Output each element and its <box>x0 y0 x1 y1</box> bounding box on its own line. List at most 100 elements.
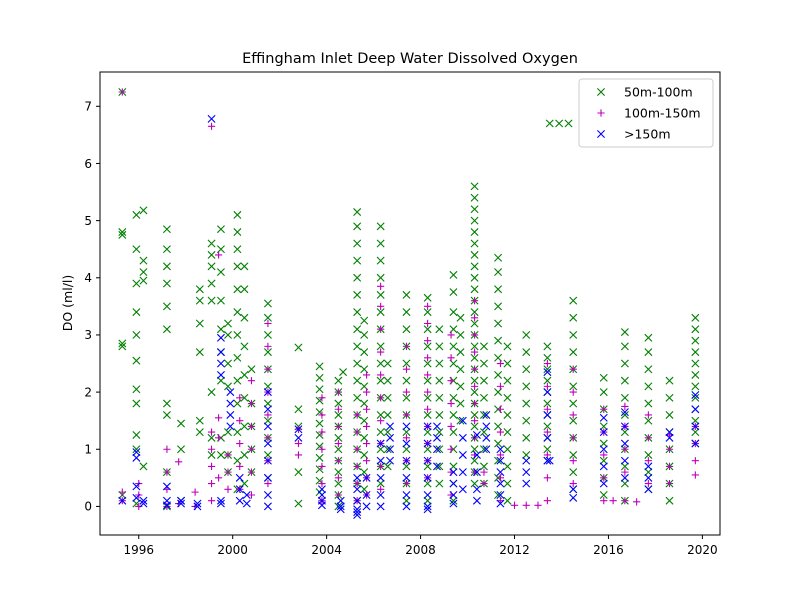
data-point-100m-150m <box>247 377 256 385</box>
data-point-50m-100m <box>353 256 362 265</box>
data-point-100m-150m <box>236 417 244 425</box>
data-point-50m-100m <box>494 302 503 311</box>
data-point-gt150m <box>522 468 531 477</box>
data-point-gt150m <box>362 473 371 482</box>
data-point-50m-100m <box>569 348 578 357</box>
y-tick-label: 0 <box>84 500 92 514</box>
data-point-gt150m <box>496 468 505 477</box>
data-point-100m-150m <box>362 405 371 413</box>
data-point-100m-150m <box>377 485 385 493</box>
data-point-50m-100m <box>216 376 225 385</box>
data-point-50m-100m <box>503 393 512 402</box>
data-point-100m-150m <box>600 451 608 459</box>
data-point-gt150m <box>496 456 505 465</box>
data-point-gt150m <box>177 496 186 505</box>
data-point-50m-100m <box>240 370 249 379</box>
data-point-50m-100m <box>503 496 512 505</box>
data-point-50m-100m <box>599 373 608 382</box>
data-point-gt150m <box>226 399 235 408</box>
data-point-100m-150m <box>362 422 371 430</box>
data-point-50m-100m <box>456 348 465 357</box>
data-point-100m-150m <box>470 348 479 356</box>
data-point-50m-100m <box>470 216 479 225</box>
data-point-50m-100m <box>162 225 171 234</box>
data-point-100m-150m <box>334 405 342 413</box>
data-point-50m-100m <box>383 393 392 402</box>
data-point-50m-100m <box>620 428 629 437</box>
data-point-50m-100m <box>456 399 465 408</box>
data-point-100m-150m <box>377 325 385 333</box>
data-point-100m-150m <box>424 354 432 362</box>
data-point-50m-100m <box>263 299 272 308</box>
legend-label: 50m-100m <box>624 85 693 100</box>
y-tick-label: 5 <box>84 214 92 228</box>
legend-box <box>578 78 714 148</box>
data-point-100m-150m <box>543 497 551 505</box>
data-point-gt150m <box>336 496 345 505</box>
data-point-gt150m <box>235 485 244 494</box>
data-point-50m-100m <box>315 419 324 428</box>
data-point-50m-100m <box>353 208 362 217</box>
data-point-100m-150m <box>377 417 385 425</box>
data-point-100m-150m <box>447 354 455 362</box>
data-point-100m-150m <box>496 405 505 413</box>
data-point-50m-100m <box>216 225 225 234</box>
data-point-50m-100m <box>402 290 411 299</box>
data-point-50m-100m <box>470 262 479 271</box>
data-point-50m-100m <box>376 359 385 368</box>
data-point-100m-150m <box>569 434 577 442</box>
data-point-50m-100m <box>233 330 242 339</box>
data-point-50m-100m <box>644 382 653 391</box>
data-point-gt150m <box>522 456 531 465</box>
data-point-100m-150m <box>207 497 216 505</box>
data-point-100m-150m <box>543 405 551 413</box>
data-point-50m-100m <box>545 119 554 128</box>
data-point-gt150m <box>543 368 552 377</box>
data-point-50m-100m <box>691 393 700 402</box>
legend-marker <box>597 88 605 96</box>
data-point-100m-150m <box>247 422 256 430</box>
data-point-50m-100m <box>470 285 479 294</box>
data-point-gt150m <box>216 496 225 505</box>
data-point-50m-100m <box>240 422 249 431</box>
data-point-gt150m <box>402 502 411 511</box>
data-point-gt150m <box>263 439 272 448</box>
data-point-50m-100m <box>479 462 488 471</box>
data-point-gt150m <box>263 388 272 397</box>
data-point-50m-100m <box>132 356 141 365</box>
data-point-100m-150m <box>353 445 361 453</box>
data-point-50m-100m <box>132 279 141 288</box>
data-point-100m-150m <box>569 365 577 373</box>
data-point-50m-100m <box>162 245 171 254</box>
data-point-100m-150m <box>334 422 342 430</box>
data-point-gt150m <box>423 505 432 514</box>
data-point-100m-150m <box>496 359 505 368</box>
data-point-100m-150m <box>377 371 385 379</box>
data-point-100m-150m <box>353 462 361 471</box>
data-point-50m-100m <box>503 428 512 437</box>
data-point-50m-100m <box>139 268 148 277</box>
data-point-gt150m <box>620 473 629 482</box>
data-point-50m-100m <box>644 348 653 357</box>
data-point-50m-100m <box>177 445 186 454</box>
data-point-50m-100m <box>353 308 362 317</box>
data-point-gt150m <box>193 499 202 508</box>
data-point-50m-100m <box>132 210 141 219</box>
data-point-gt150m <box>386 422 395 431</box>
data-point-100m-150m <box>665 462 674 471</box>
data-point-50m-100m <box>376 239 385 248</box>
data-point-100m-150m <box>447 422 455 430</box>
data-point-50m-100m <box>470 250 479 259</box>
data-point-50m-100m <box>435 359 444 368</box>
data-point-gt150m <box>216 499 225 508</box>
data-point-100m-150m <box>318 394 326 402</box>
data-point-gt150m <box>644 485 653 494</box>
data-point-50m-100m <box>207 433 216 442</box>
data-point-50m-100m <box>569 330 578 339</box>
data-point-gt150m <box>599 462 608 471</box>
data-point-100m-150m <box>543 451 551 459</box>
data-point-50m-100m <box>522 382 531 391</box>
data-point-50m-100m <box>644 416 653 425</box>
data-point-gt150m <box>386 456 395 465</box>
data-point-50m-100m <box>132 330 141 339</box>
